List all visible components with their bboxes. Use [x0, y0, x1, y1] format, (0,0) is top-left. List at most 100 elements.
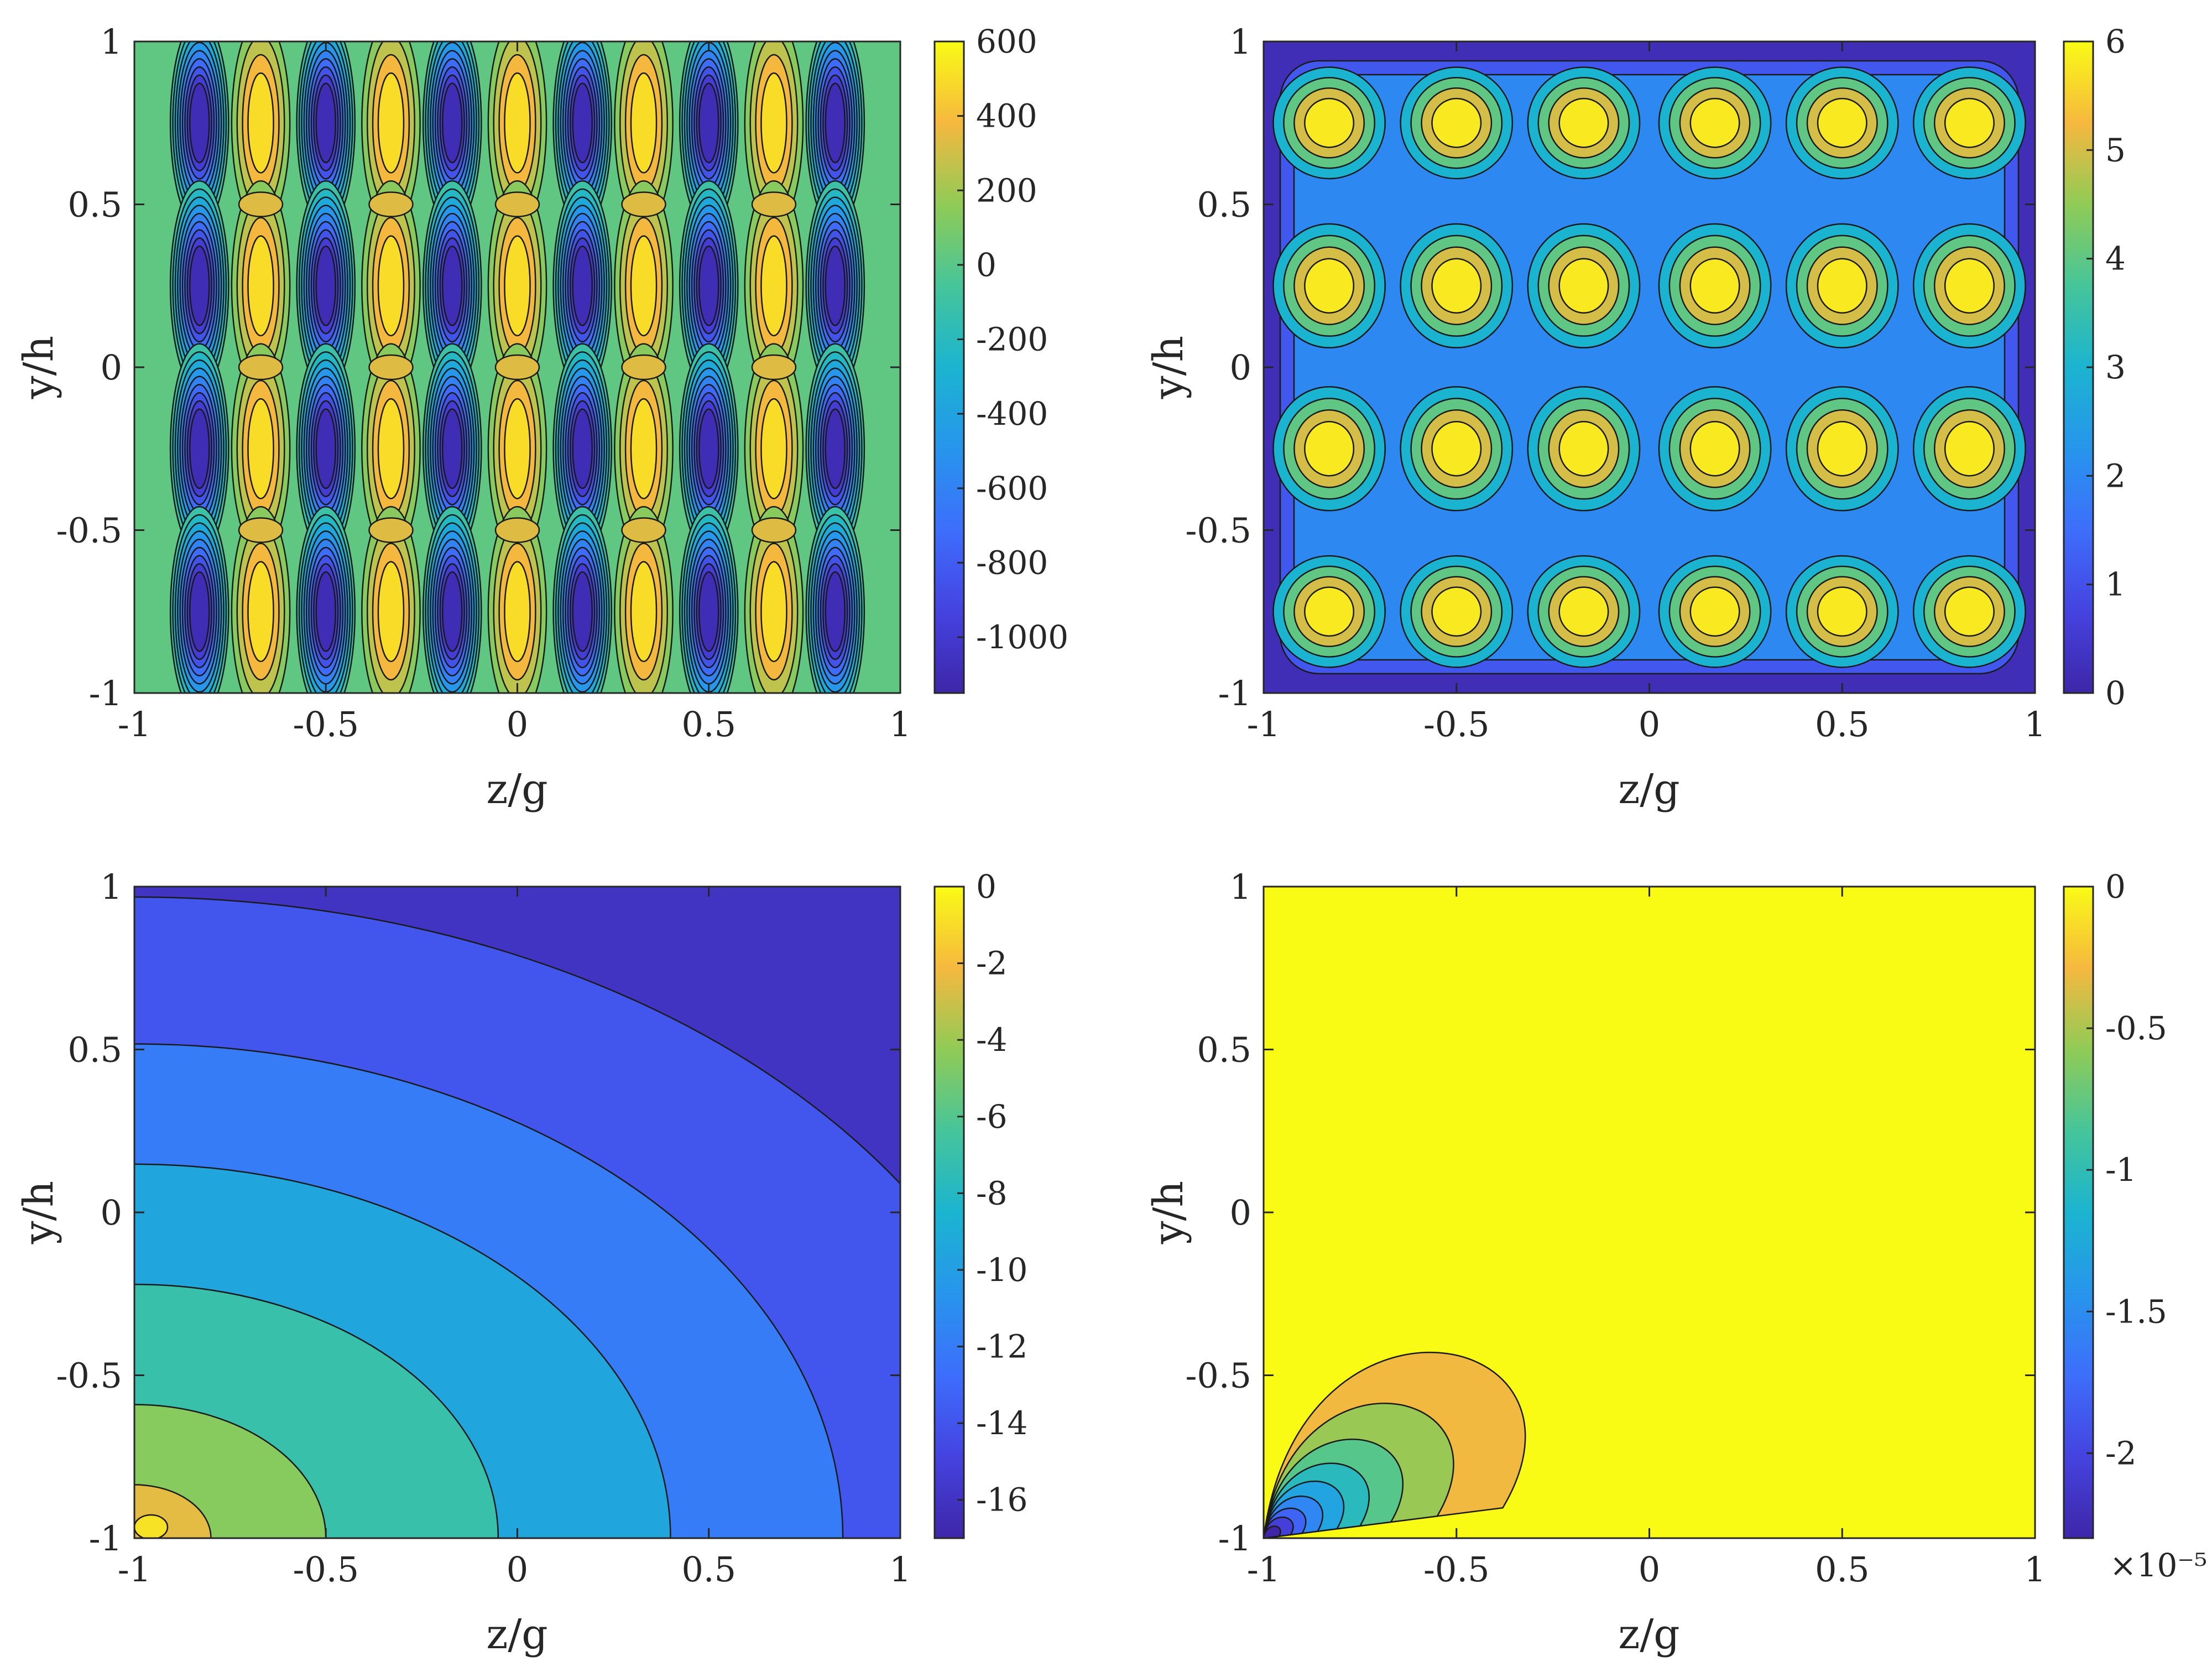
- streak-contour: [1558, 586, 1609, 637]
- y-axis-label: y/h: [1145, 1181, 1192, 1244]
- negative-cell-contour: [189, 245, 210, 326]
- axis-ticks: -1 -0.5 0 0.5 1 -1 -0.5 0 0.5 1: [1185, 22, 2046, 744]
- colorbar: [933, 40, 965, 694]
- positive-cell-contour: [760, 561, 787, 663]
- positive-cell-contour: [630, 398, 658, 499]
- colorbar-tick-label: -8: [976, 1174, 1008, 1212]
- streak-contour: [1944, 97, 1995, 148]
- colorbar-tick-label: 0: [976, 246, 997, 284]
- negative-cell-contour: [698, 245, 719, 326]
- streak-contour: [1304, 258, 1355, 314]
- colorbar-tick-label: 5: [2105, 131, 2126, 169]
- panel-bottom-left: -1 -0.5 0 0.5 1 -1 -0.5 0 0.5 1 z/g y/h 0 -2 -4 -6 -8…: [15, 867, 1027, 1658]
- axis-ticks: -1 -0.5 0 0.5 1 -1 -0.5 0 0.5 1: [56, 867, 911, 1590]
- streak-contour: [1431, 421, 1482, 477]
- contour-plot-area: [1264, 887, 2035, 1538]
- streak-contour: [1944, 258, 1995, 314]
- colorbar-tick-label: -12: [976, 1328, 1027, 1366]
- colorbar-tick-label: 2: [2105, 457, 2126, 494]
- streak-contour: [1431, 586, 1482, 637]
- colorbar-tick-label: -14: [976, 1404, 1027, 1442]
- colorbar-tick-label: -6: [976, 1098, 1008, 1135]
- x-tick-label: -0.5: [1423, 704, 1490, 744]
- streak-contour: [1558, 97, 1609, 148]
- negative-cell-contour: [189, 571, 210, 652]
- negative-cell-contour: [441, 408, 463, 489]
- x-axis-label: z/g: [486, 765, 547, 813]
- y-axis-label: y/h: [1145, 336, 1192, 399]
- x-tick-label: -0.5: [293, 704, 359, 744]
- colorbar-tick-label: 200: [976, 171, 1037, 209]
- y-tick-label: -1: [89, 1518, 122, 1559]
- negative-cell-contour: [572, 571, 593, 652]
- secondary-cell-contour: [238, 354, 284, 381]
- y-tick-label: -0.5: [56, 511, 122, 551]
- colorbar: [933, 886, 965, 1539]
- y-tick-label: 1: [1230, 867, 1251, 907]
- x-tick-label: 1: [889, 1549, 911, 1590]
- negative-cell-contour: [572, 408, 593, 489]
- y-tick-label: 0: [1230, 347, 1251, 388]
- streak-contour: [1304, 421, 1355, 477]
- secondary-cell-contour: [751, 191, 797, 217]
- x-tick-label: 0.5: [681, 704, 736, 744]
- x-tick-label: 1: [2024, 704, 2046, 744]
- streak-contour: [1431, 97, 1482, 148]
- y-tick-label: -0.5: [56, 1356, 122, 1396]
- secondary-cell-contour: [368, 191, 414, 217]
- colorbar-tick-label: 0: [2105, 868, 2126, 905]
- x-tick-label: -1: [1247, 1549, 1280, 1590]
- y-tick-label: 1: [101, 22, 122, 62]
- y-tick-label: 0.5: [1197, 185, 1251, 225]
- y-tick-label: 0.5: [67, 1030, 122, 1070]
- y-axis-label: y/h: [15, 336, 62, 399]
- y-tick-label: 1: [101, 867, 122, 907]
- streak-contour: [1689, 97, 1740, 148]
- x-tick-label: 0: [1639, 704, 1660, 744]
- positive-cell-contour: [377, 398, 405, 499]
- streak-contour: [1689, 421, 1740, 477]
- colorbar-tick-label: -16: [976, 1481, 1027, 1519]
- negative-cell-contour: [572, 245, 593, 326]
- colorbar-tick-label: -1000: [976, 618, 1068, 656]
- positive-cell-contour: [377, 72, 405, 174]
- colorbar-tick-label: -800: [976, 544, 1048, 581]
- x-tick-label: -1: [1247, 704, 1280, 744]
- panel-top-right: -1 -0.5 0 0.5 1 -1 -0.5 0 0.5 1 z/g y/h 6 5 4 3 2 1 0: [1145, 22, 2126, 813]
- colorbar-ticks: 6 5 4 3 2 1 0: [2086, 23, 2126, 712]
- secondary-cell-contour: [238, 191, 284, 217]
- axis-ticks: -1 -0.5 0 0.5 1 -1 -0.5 0 0.5 1: [1185, 867, 2046, 1590]
- x-axis-label: z/g: [1618, 765, 1679, 813]
- y-tick-label: -0.5: [1185, 511, 1251, 551]
- y-tick-label: -1: [1218, 1518, 1251, 1559]
- colorbar-tick-label: 1: [2105, 566, 2126, 603]
- y-tick-label: -1: [89, 673, 122, 713]
- x-tick-label: 1: [889, 704, 911, 744]
- streak-contour: [1558, 258, 1609, 314]
- positive-cell-contour: [630, 72, 658, 174]
- negative-cell-contour: [189, 408, 210, 489]
- positive-cell-contour: [247, 235, 274, 337]
- positive-cell-contour: [247, 561, 274, 663]
- axis-ticks: -1 -0.5 0 0.5 1 -1 -0.5 0 0.5 1: [56, 22, 911, 744]
- x-tick-label: 0.5: [1815, 1549, 1870, 1590]
- y-tick-label: 0.5: [1197, 1030, 1251, 1070]
- negative-cell-contour: [698, 82, 719, 164]
- positive-cell-contour: [760, 72, 787, 174]
- positive-cell-contour: [630, 561, 658, 663]
- secondary-cell-contour: [238, 517, 284, 543]
- streak-contour: [1817, 97, 1867, 148]
- contour-plot-area: [134, 887, 900, 1538]
- contour-plot-area: [1264, 41, 2035, 693]
- y-axis-label: y/h: [15, 1181, 62, 1244]
- negative-cell-contour: [441, 571, 463, 652]
- negative-cell-contour: [315, 408, 337, 489]
- colorbar-tick-label: -0.5: [2105, 1009, 2167, 1047]
- streak-contour: [1817, 258, 1867, 314]
- negative-cell-contour: [825, 571, 846, 652]
- streak-contour: [1944, 586, 1995, 637]
- secondary-cell-contour: [751, 354, 797, 381]
- x-tick-label: -0.5: [1423, 1549, 1490, 1590]
- lobe-contour: [1264, 1525, 1281, 1538]
- colorbar-ticks: 0 -2 -4 -6 -8 -10 -12 -14 -16: [957, 868, 1027, 1519]
